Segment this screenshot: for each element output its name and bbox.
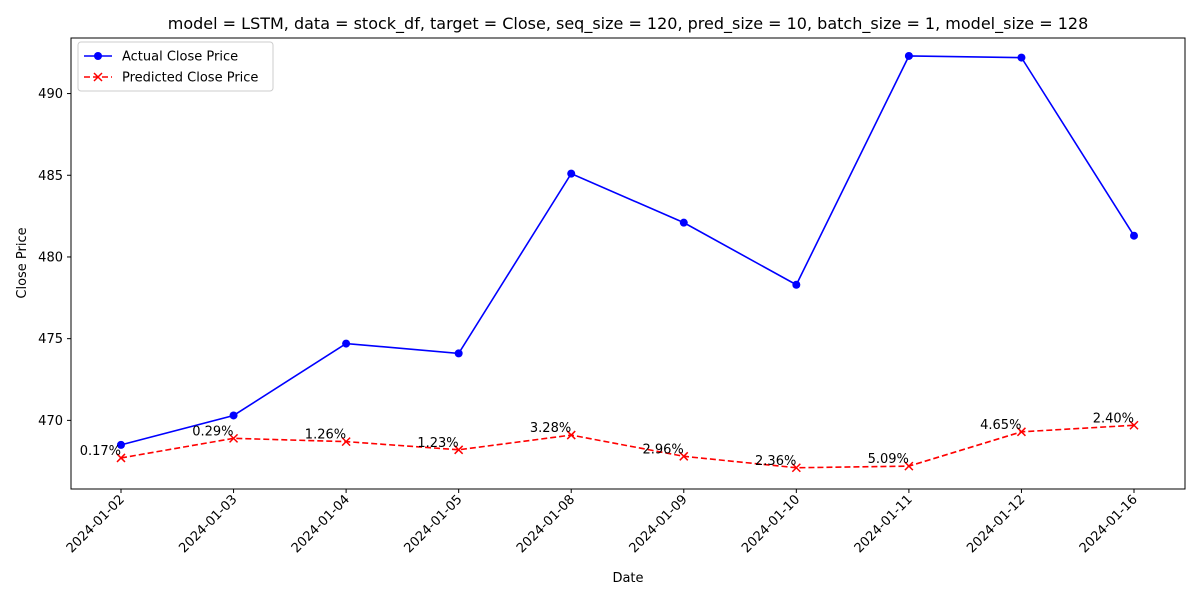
percent-error-label: 2.36%	[755, 454, 796, 469]
percent-error-label: 4.65%	[980, 418, 1021, 433]
percent-annotations: 0.17% 0.29% 1.26% 1.23% 3.28% 2.96% 2.36% 5.09%…	[80, 411, 1134, 468]
x-tick-label: 2024-01-09	[627, 492, 691, 556]
y-axis: 470 475 480 485 490	[38, 87, 71, 429]
y-tick-label: 480	[38, 250, 63, 265]
data-point-predicted	[341, 437, 351, 447]
y-tick-label: 490	[38, 87, 63, 102]
x-tick-label: 2024-01-02	[64, 492, 128, 556]
plot-area	[71, 38, 1185, 489]
percent-error-label: 2.96%	[642, 442, 683, 457]
legend: Actual Close Price Predicted Close Price	[77, 41, 274, 92]
y-tick-label: 485	[38, 169, 63, 184]
plot-frame	[70, 37, 1186, 490]
legend-label-1: Actual Close Price	[122, 50, 238, 65]
data-point-actual	[904, 51, 913, 60]
percent-error-label: 1.26%	[305, 428, 346, 443]
x-tick-label: 2024-01-12	[964, 492, 1028, 556]
percent-error-label: 3.28%	[530, 421, 571, 436]
x-tick-label: 2024-01-11	[852, 492, 916, 556]
data-point-predicted	[679, 451, 689, 461]
data-point-actual	[792, 280, 801, 289]
data-point-predicted	[454, 445, 464, 455]
data-point-actual	[1017, 53, 1026, 62]
percent-error-label: 0.29%	[192, 424, 233, 439]
legend-marker-x	[93, 72, 103, 82]
data-point-predicted	[566, 430, 576, 440]
data-point-predicted	[904, 461, 914, 471]
x-tick-label: 2024-01-16	[1077, 492, 1141, 556]
percent-error-label: 2.40%	[1093, 411, 1134, 426]
data-point-predicted	[116, 453, 126, 463]
data-point-actual	[229, 411, 238, 420]
y-tick-label: 475	[38, 332, 63, 347]
legend-label-2: Predicted Close Price	[122, 71, 258, 86]
data-point-predicted	[791, 463, 801, 473]
x-tick-label: 2024-01-03	[176, 492, 240, 556]
series-markers	[116, 51, 1139, 473]
percent-error-label: 1.23%	[417, 436, 458, 451]
percent-error-label: 5.09%	[868, 452, 909, 467]
data-point-actual	[117, 440, 125, 449]
y-tick-label: 470	[38, 414, 63, 429]
x-axis-label: Date	[612, 571, 643, 586]
data-point-predicted	[1129, 420, 1139, 430]
data-point-actual	[454, 349, 463, 358]
data-point-actual	[679, 218, 688, 227]
data-point-actual	[567, 169, 576, 178]
data-point-actual	[342, 339, 351, 348]
legend-marker-circle	[94, 52, 102, 60]
data-point-predicted	[1016, 427, 1026, 437]
y-axis-label: Close Price	[15, 227, 30, 298]
x-tick-label: 2024-01-05	[401, 492, 465, 556]
x-tick-label: 2024-01-10	[739, 492, 803, 556]
chart-title: model = LSTM, data = stock_df, target = …	[168, 14, 1089, 34]
x-axis: 2024-01-02 2024-01-03 2024-01-04 2024-01-05…	[64, 489, 1141, 556]
series-lines	[120, 55, 1135, 469]
x-tick-label: 2024-01-08	[514, 492, 578, 556]
data-point-predicted	[229, 433, 239, 443]
legend-box	[77, 41, 274, 92]
data-point-actual	[1130, 231, 1138, 240]
series-line-1	[120, 55, 1135, 446]
percent-error-label: 0.17%	[80, 444, 121, 459]
x-tick-label: 2024-01-04	[289, 492, 353, 556]
